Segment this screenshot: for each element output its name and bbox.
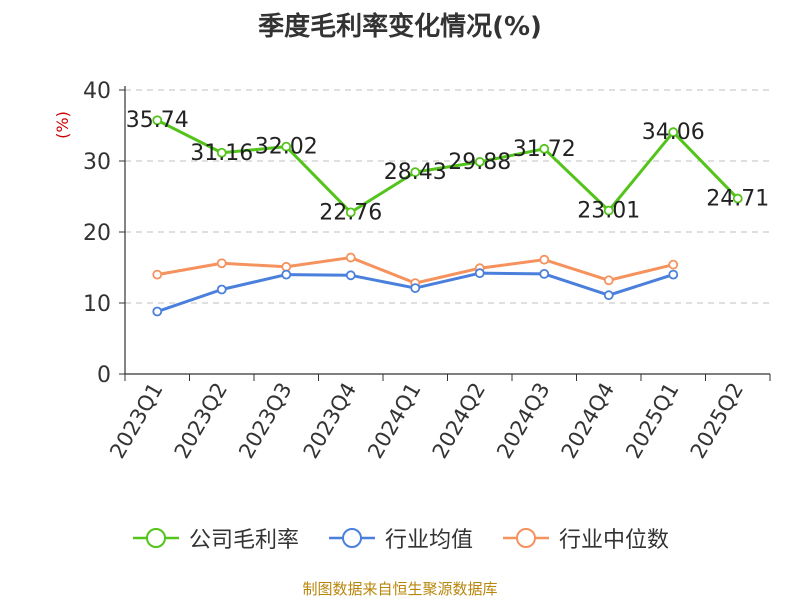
data-point [216, 258, 227, 269]
data-point [410, 283, 421, 293]
data-label: 34.06 [642, 120, 705, 145]
data-point [281, 261, 292, 272]
legend-label: 公司毛利率 [188, 528, 299, 553]
data-point [732, 193, 743, 204]
x-tick-label: 2025Q1 [621, 379, 683, 463]
data-point [474, 268, 485, 279]
legend-item[interactable]: 行业均值 [327, 522, 473, 554]
data-point [603, 275, 614, 286]
data-point [668, 269, 679, 280]
data-point [216, 147, 227, 158]
data-label: 22.76 [319, 200, 382, 225]
data-point [152, 306, 163, 317]
data-point [668, 259, 679, 270]
y-axis-label: (%) [53, 111, 72, 139]
data-label: 29.88 [448, 150, 511, 175]
y-tick-label: 20 [83, 221, 111, 246]
data-point [539, 254, 550, 265]
x-tick-label: 2024Q3 [492, 379, 554, 463]
data-point [539, 268, 550, 279]
legend-label: 行业中位数 [559, 528, 670, 553]
y-tick-label: 30 [83, 150, 111, 175]
x-tick-label: 2023Q2 [170, 379, 232, 463]
legend-item[interactable]: 行业中位数 [501, 522, 669, 554]
chart-title: 季度毛利率变化情况(%) [258, 12, 542, 42]
y-tick-label: 40 [83, 79, 111, 104]
data-point [410, 167, 421, 178]
legend-line-marker-icon [131, 526, 181, 550]
data-point [345, 270, 356, 281]
data-point [345, 207, 356, 218]
data-point [603, 290, 614, 301]
x-tick-label: 2023Q1 [105, 379, 167, 463]
data-point [603, 205, 614, 216]
data-point [216, 284, 227, 295]
x-tick-label: 2023Q4 [299, 379, 361, 463]
data-label: 32.02 [255, 135, 318, 160]
data-point [152, 269, 163, 280]
y-tick-label: 10 [83, 292, 111, 317]
data-point [281, 141, 292, 152]
data-label: 31.72 [513, 137, 576, 162]
data-label: 28.43 [384, 160, 447, 185]
data-label: 35.74 [126, 108, 189, 133]
data-label: 31.16 [190, 141, 253, 166]
x-tick-label: 2023Q3 [234, 379, 296, 463]
data-point [539, 143, 550, 154]
legend-label: 行业均值 [384, 528, 473, 553]
x-tick-label: 2025Q2 [686, 379, 748, 463]
data-point [474, 156, 485, 167]
y-tick-label: 0 [97, 363, 111, 388]
legend-item[interactable]: 公司毛利率 [131, 522, 299, 554]
data-point [152, 115, 163, 126]
legend-line-marker-icon [327, 526, 377, 550]
data-point [345, 252, 356, 263]
legend-line-marker-icon [501, 526, 551, 550]
x-tick-label: 2024Q2 [428, 379, 490, 463]
x-tick-label: 2024Q1 [363, 379, 425, 463]
source-footer: 制图数据来自恒生聚源数据库 [302, 580, 498, 598]
series-line [156, 118, 739, 214]
data-label: 24.71 [706, 187, 769, 212]
data-label: 23.01 [577, 199, 640, 224]
data-point [668, 127, 679, 138]
x-tick-label: 2024Q4 [557, 379, 619, 463]
data-point [281, 269, 292, 280]
legend: 公司毛利率 行业均值 行业中位数 [0, 522, 800, 554]
